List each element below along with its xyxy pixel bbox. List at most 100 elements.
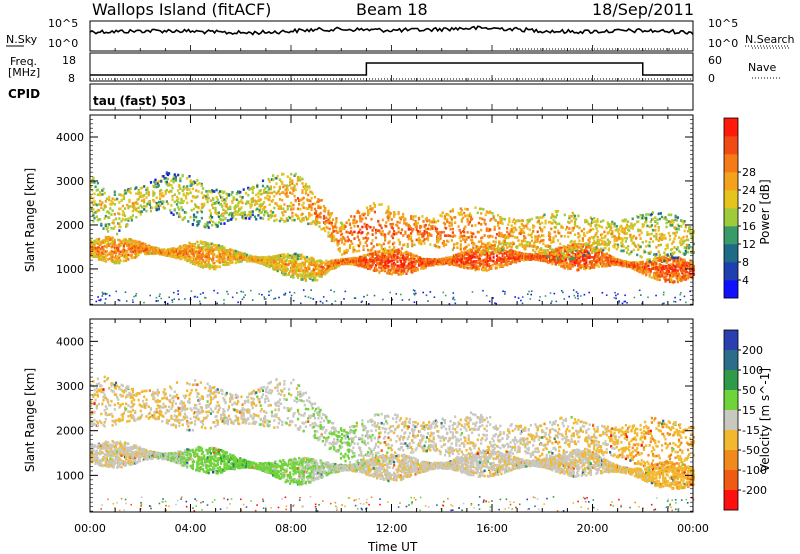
power-echo-cell — [610, 258, 613, 261]
power-echo-cell — [113, 261, 116, 265]
power-echo-cell — [296, 273, 300, 277]
power-echo-cell — [198, 182, 201, 185]
power-echo-cell — [200, 216, 203, 220]
power-echo-cell — [180, 206, 183, 209]
power-echo-cell — [555, 247, 558, 251]
power-echo-cell — [320, 275, 323, 278]
power-echo-cell — [377, 252, 380, 256]
power-echo-cell — [246, 253, 249, 257]
power-echo-cell — [182, 244, 185, 248]
power-echo-cell — [282, 267, 285, 270]
power-echo-cell — [285, 273, 288, 277]
power-echo-cell — [198, 263, 201, 267]
power-echo-cell — [441, 262, 444, 265]
power-echo-cell — [205, 259, 208, 262]
power-echo-cell — [431, 263, 434, 266]
power-echo-cell — [369, 252, 372, 256]
power-echo-cell — [526, 257, 529, 260]
power-echo-cell — [135, 186, 138, 189]
power-echo-cell — [560, 255, 563, 259]
power-echo-cell — [173, 173, 176, 176]
power-echo-cell — [270, 258, 274, 261]
power-echo-cell — [322, 261, 326, 264]
power-echo-cell — [114, 251, 118, 255]
power-echo-cell — [567, 252, 570, 255]
power-echo-cell — [186, 201, 189, 205]
power-echo-cell — [562, 265, 565, 269]
power-echo-cell — [143, 204, 146, 208]
power-echo-cell — [230, 259, 233, 262]
power-echo-cell — [187, 251, 190, 254]
power-echo-cell — [294, 270, 297, 273]
power-echo-cell — [335, 265, 338, 269]
power-echo-cell — [648, 273, 651, 277]
power-echo-cell — [386, 265, 389, 269]
power-echo-cell — [257, 258, 260, 262]
power-echo-cell — [318, 272, 321, 275]
power-echo-cell — [294, 259, 297, 263]
power-echo-cell — [197, 206, 200, 210]
power-echo-cell — [376, 257, 379, 261]
power-echo-cell — [246, 258, 249, 261]
power-echo-cell — [412, 269, 415, 272]
power-echo-cell — [128, 243, 131, 247]
power-echo-cell — [579, 250, 582, 254]
power-echo-cell — [305, 269, 309, 272]
power-echo-cell — [154, 250, 157, 253]
power-echo-cell — [460, 261, 463, 264]
power-echo-cell — [508, 252, 511, 255]
power-echo-cell — [571, 251, 574, 255]
power-echo-cell — [397, 250, 400, 254]
power-echo-cell — [182, 193, 185, 197]
power-echo-cell — [405, 254, 408, 258]
power-echo-cell — [614, 259, 617, 263]
power-echo-cell — [118, 261, 121, 265]
power-echo-cell — [480, 245, 483, 248]
power-echo-cell — [472, 246, 475, 249]
power-echo-cell — [305, 273, 309, 276]
power-echo-cell — [394, 268, 397, 271]
power-echo-cell — [327, 264, 330, 268]
power-echo-cell — [400, 252, 404, 255]
power-echo-cell — [285, 259, 288, 262]
power-echo-cell — [452, 262, 456, 265]
power-echo-cell — [135, 215, 138, 219]
power-echo-cell — [102, 239, 105, 242]
power-echo-cell — [560, 260, 563, 263]
power-echo-cell — [194, 181, 197, 184]
power-echo-cell — [309, 275, 312, 279]
power-echo-cell — [656, 256, 659, 260]
power-echo-cell — [342, 259, 345, 263]
power-echo-cell — [519, 252, 522, 256]
power-echo-cell — [179, 179, 182, 183]
power-echo-cell — [97, 203, 101, 206]
power-echo-cell — [102, 259, 105, 262]
power-echo-cell — [356, 261, 359, 265]
power-echo-cell — [126, 250, 129, 253]
power-echo-cell — [584, 258, 587, 261]
power-echo-cell — [230, 255, 233, 259]
power-echo-cell — [560, 265, 563, 268]
power-echo-cell — [638, 265, 641, 269]
power-echo-cell — [272, 256, 275, 260]
power-echo-cell — [449, 262, 452, 265]
power-echo-cell — [619, 263, 622, 266]
power-echo-cell — [101, 193, 104, 196]
power-echo-cell — [313, 276, 317, 280]
power-echo-cell — [268, 255, 271, 259]
power-echo-cell — [179, 187, 182, 190]
power-echo-cell — [223, 248, 226, 252]
power-echo-cell — [128, 205, 131, 208]
power-echo-cell — [130, 256, 133, 260]
power-echo-cell — [200, 203, 203, 206]
power-echo-cell — [113, 256, 116, 260]
power-echo-cell — [405, 257, 408, 261]
power-echo-cell — [275, 266, 278, 270]
power-echo-cell — [502, 248, 505, 252]
power-echo-cell — [94, 241, 97, 245]
power-echo-cell — [294, 261, 297, 264]
power-echo-cell — [622, 264, 625, 268]
power-echo-cell — [155, 196, 158, 199]
power-echo-cell — [157, 248, 160, 251]
